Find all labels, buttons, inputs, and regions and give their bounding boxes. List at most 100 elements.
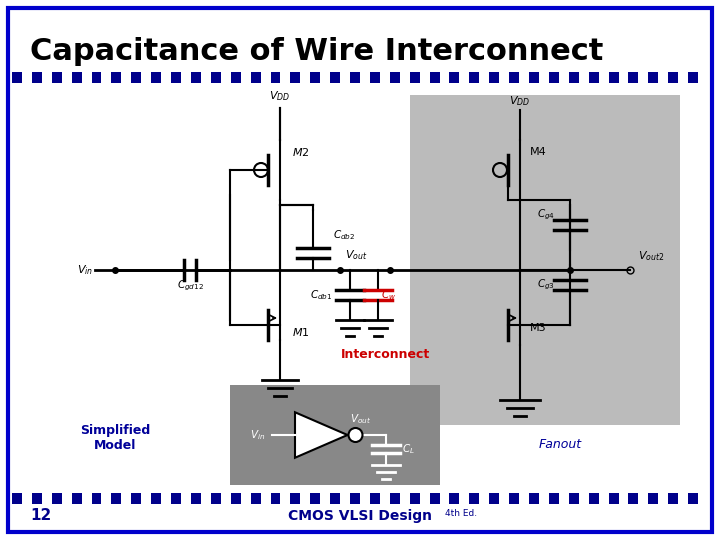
Bar [678,493,688,504]
Text: $V_{out}$: $V_{out}$ [350,412,371,426]
Bar [161,493,171,504]
Bar [22,493,32,504]
Bar [688,493,698,504]
Bar [559,72,569,83]
Bar [509,493,519,504]
Bar [648,72,658,83]
Bar [410,95,680,425]
Bar [181,72,191,83]
Bar [122,493,131,504]
Bar [410,493,420,504]
Bar [32,493,42,504]
Bar [72,493,81,504]
Text: $M1$: $M1$ [292,326,310,338]
Bar [310,72,320,83]
Bar [629,72,639,83]
Bar [360,72,370,83]
Bar [230,385,440,485]
Bar [300,493,310,504]
Bar [240,493,251,504]
Bar [72,72,81,83]
Bar [320,72,330,83]
Text: $C_{g3}$: $C_{g3}$ [537,278,555,292]
Bar [102,493,112,504]
Text: 4th Ed.: 4th Ed. [445,510,477,518]
Text: $V_{in}$: $V_{in}$ [77,263,93,277]
Bar [618,493,629,504]
Bar [678,72,688,83]
Bar [390,493,400,504]
Bar [191,493,201,504]
Bar [549,72,559,83]
Bar [211,493,221,504]
Bar [161,72,171,83]
Bar [449,493,459,504]
Bar [62,493,72,504]
Text: $V_{DD}$: $V_{DD}$ [269,89,291,103]
Bar [102,72,112,83]
Bar [499,493,509,504]
Bar [589,72,598,83]
Bar [52,72,62,83]
Bar [261,72,271,83]
Bar [490,72,499,83]
Bar [340,72,350,83]
Bar [131,72,141,83]
Bar [490,493,499,504]
Bar [420,72,430,83]
Bar [598,493,608,504]
Bar [608,72,618,83]
Bar [22,72,32,83]
Bar [221,493,230,504]
Bar [370,72,380,83]
Bar [499,72,509,83]
Bar [529,72,539,83]
Bar [12,493,22,504]
Text: Fanout: Fanout [539,438,582,451]
Text: $C_{db2}$: $C_{db2}$ [333,228,355,242]
Bar [410,72,420,83]
Bar [141,493,151,504]
Bar [579,72,589,83]
Text: $C_{db1}$: $C_{db1}$ [310,288,332,302]
Bar [459,72,469,83]
Bar [281,72,290,83]
Bar [300,72,310,83]
Bar [668,72,678,83]
Bar [151,72,161,83]
Bar [698,493,708,504]
Bar [81,72,91,83]
Bar [330,72,340,83]
Circle shape [349,429,362,442]
Bar [171,493,181,504]
Bar [629,493,639,504]
Text: $V_{out2}$: $V_{out2}$ [638,249,665,263]
Bar [271,72,281,83]
Bar [618,72,629,83]
Bar [230,493,240,504]
Bar [549,493,559,504]
Bar [648,493,658,504]
Bar [480,493,490,504]
Bar [698,72,708,83]
Bar [32,72,42,83]
Bar [598,72,608,83]
Bar [91,493,102,504]
Bar [42,493,52,504]
Bar [668,493,678,504]
Bar [519,72,529,83]
Text: $V_{DD}$: $V_{DD}$ [509,94,531,108]
Bar [230,72,240,83]
Text: Simplified
Model: Simplified Model [80,424,150,452]
Text: Interconnect: Interconnect [341,348,430,361]
Text: $C_{gd12}$: $C_{gd12}$ [176,279,204,293]
Bar [390,72,400,83]
Bar [131,493,141,504]
Bar [290,493,300,504]
Bar [480,72,490,83]
Bar [430,493,439,504]
Text: Capacitance of Wire Interconnect: Capacitance of Wire Interconnect [30,37,603,66]
Bar [141,72,151,83]
Text: M4: M4 [530,147,546,157]
Bar [201,493,211,504]
